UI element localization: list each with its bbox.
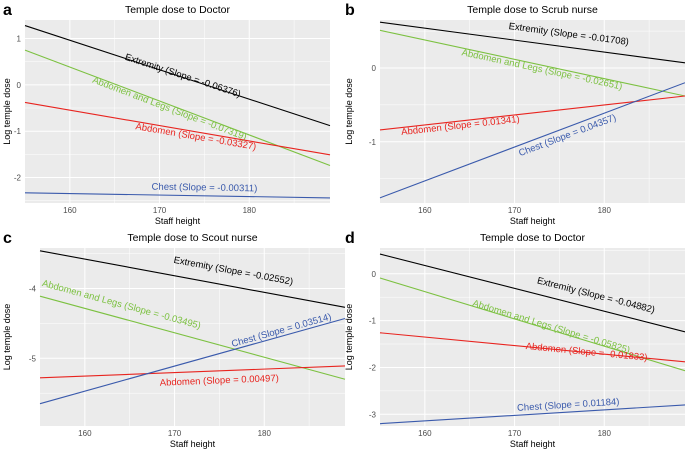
x-tick-label: 160 xyxy=(418,429,432,438)
panel-letter: c xyxy=(3,230,12,247)
y-tick-label: 0 xyxy=(372,270,377,279)
series-line xyxy=(379,21,685,64)
series-line xyxy=(379,82,685,199)
chart-title: Temple dose to Doctor xyxy=(480,232,586,244)
series-line xyxy=(24,192,331,199)
x-axis-title: Staff height xyxy=(510,216,556,226)
series-line xyxy=(379,404,685,425)
x-axis-title: Staff height xyxy=(510,439,556,449)
y-tick-label: -4 xyxy=(29,284,37,293)
series-line xyxy=(379,332,685,363)
series-label: Abdomen (Slope = 0.00497) xyxy=(160,373,279,389)
x-axis-title: Staff height xyxy=(170,439,216,449)
chart-panel-a: Extremity (Slope = -0.06376)Abdomen and … xyxy=(2,2,331,226)
x-tick-label: 160 xyxy=(63,206,77,215)
y-tick-label: -1 xyxy=(14,127,22,136)
y-axis-title: Log temple dose xyxy=(344,304,354,371)
x-tick-label: 180 xyxy=(243,206,257,215)
chart-title: Temple dose to Doctor xyxy=(125,4,231,16)
chart-panel-d: Extremity (Slope = -0.04882)Abdomen and … xyxy=(344,230,685,449)
series-line xyxy=(24,101,331,156)
y-tick-label: -1 xyxy=(369,317,377,326)
y-tick-label: -1 xyxy=(369,138,377,147)
series-line xyxy=(379,29,685,97)
x-tick-label: 180 xyxy=(598,429,612,438)
x-tick-label: 180 xyxy=(598,206,612,215)
x-tick-label: 170 xyxy=(153,206,167,215)
x-tick-label: 160 xyxy=(418,206,432,215)
series-line xyxy=(39,365,346,379)
y-tick-label: 1 xyxy=(17,35,22,44)
y-axis-title: Log temple dose xyxy=(2,304,12,371)
chart-title: Temple dose to Scrub nurse xyxy=(467,4,598,16)
y-tick-label: -3 xyxy=(369,410,377,419)
panel-letter: b xyxy=(345,2,355,19)
series-line xyxy=(379,277,685,372)
series-line xyxy=(39,250,346,308)
y-axis-title: Log temple dose xyxy=(2,78,12,145)
series-line xyxy=(379,253,685,333)
x-tick-label: 180 xyxy=(258,429,272,438)
x-tick-label: 170 xyxy=(168,429,182,438)
plot-background xyxy=(380,248,685,426)
series-line xyxy=(39,295,346,380)
chart-panel-b: Extremity (Slope = -0.01708)Abdomen and … xyxy=(344,2,685,226)
x-tick-label: 170 xyxy=(508,429,522,438)
y-tick-label: -5 xyxy=(29,354,37,363)
y-axis-title: Log temple dose xyxy=(344,78,354,145)
y-tick-label: 0 xyxy=(17,81,22,90)
y-tick-label: -2 xyxy=(14,174,22,183)
plot-background xyxy=(40,248,345,426)
series-line xyxy=(39,317,346,405)
panel-letter: a xyxy=(3,2,12,19)
series-line xyxy=(24,25,331,127)
x-tick-label: 170 xyxy=(508,206,522,215)
y-tick-label: -2 xyxy=(369,363,377,372)
plot-background xyxy=(380,20,685,203)
y-tick-label: 0 xyxy=(372,64,377,73)
panel-letter: d xyxy=(345,230,355,247)
chart-panel-c: Extremity (Slope = -0.02552)Abdomen and … xyxy=(2,230,346,449)
x-tick-label: 160 xyxy=(78,429,92,438)
series-label: Chest (Slope = -0.00311) xyxy=(152,182,258,195)
x-axis-title: Staff height xyxy=(155,216,201,226)
chart-title: Temple dose to Scout nurse xyxy=(127,232,257,244)
